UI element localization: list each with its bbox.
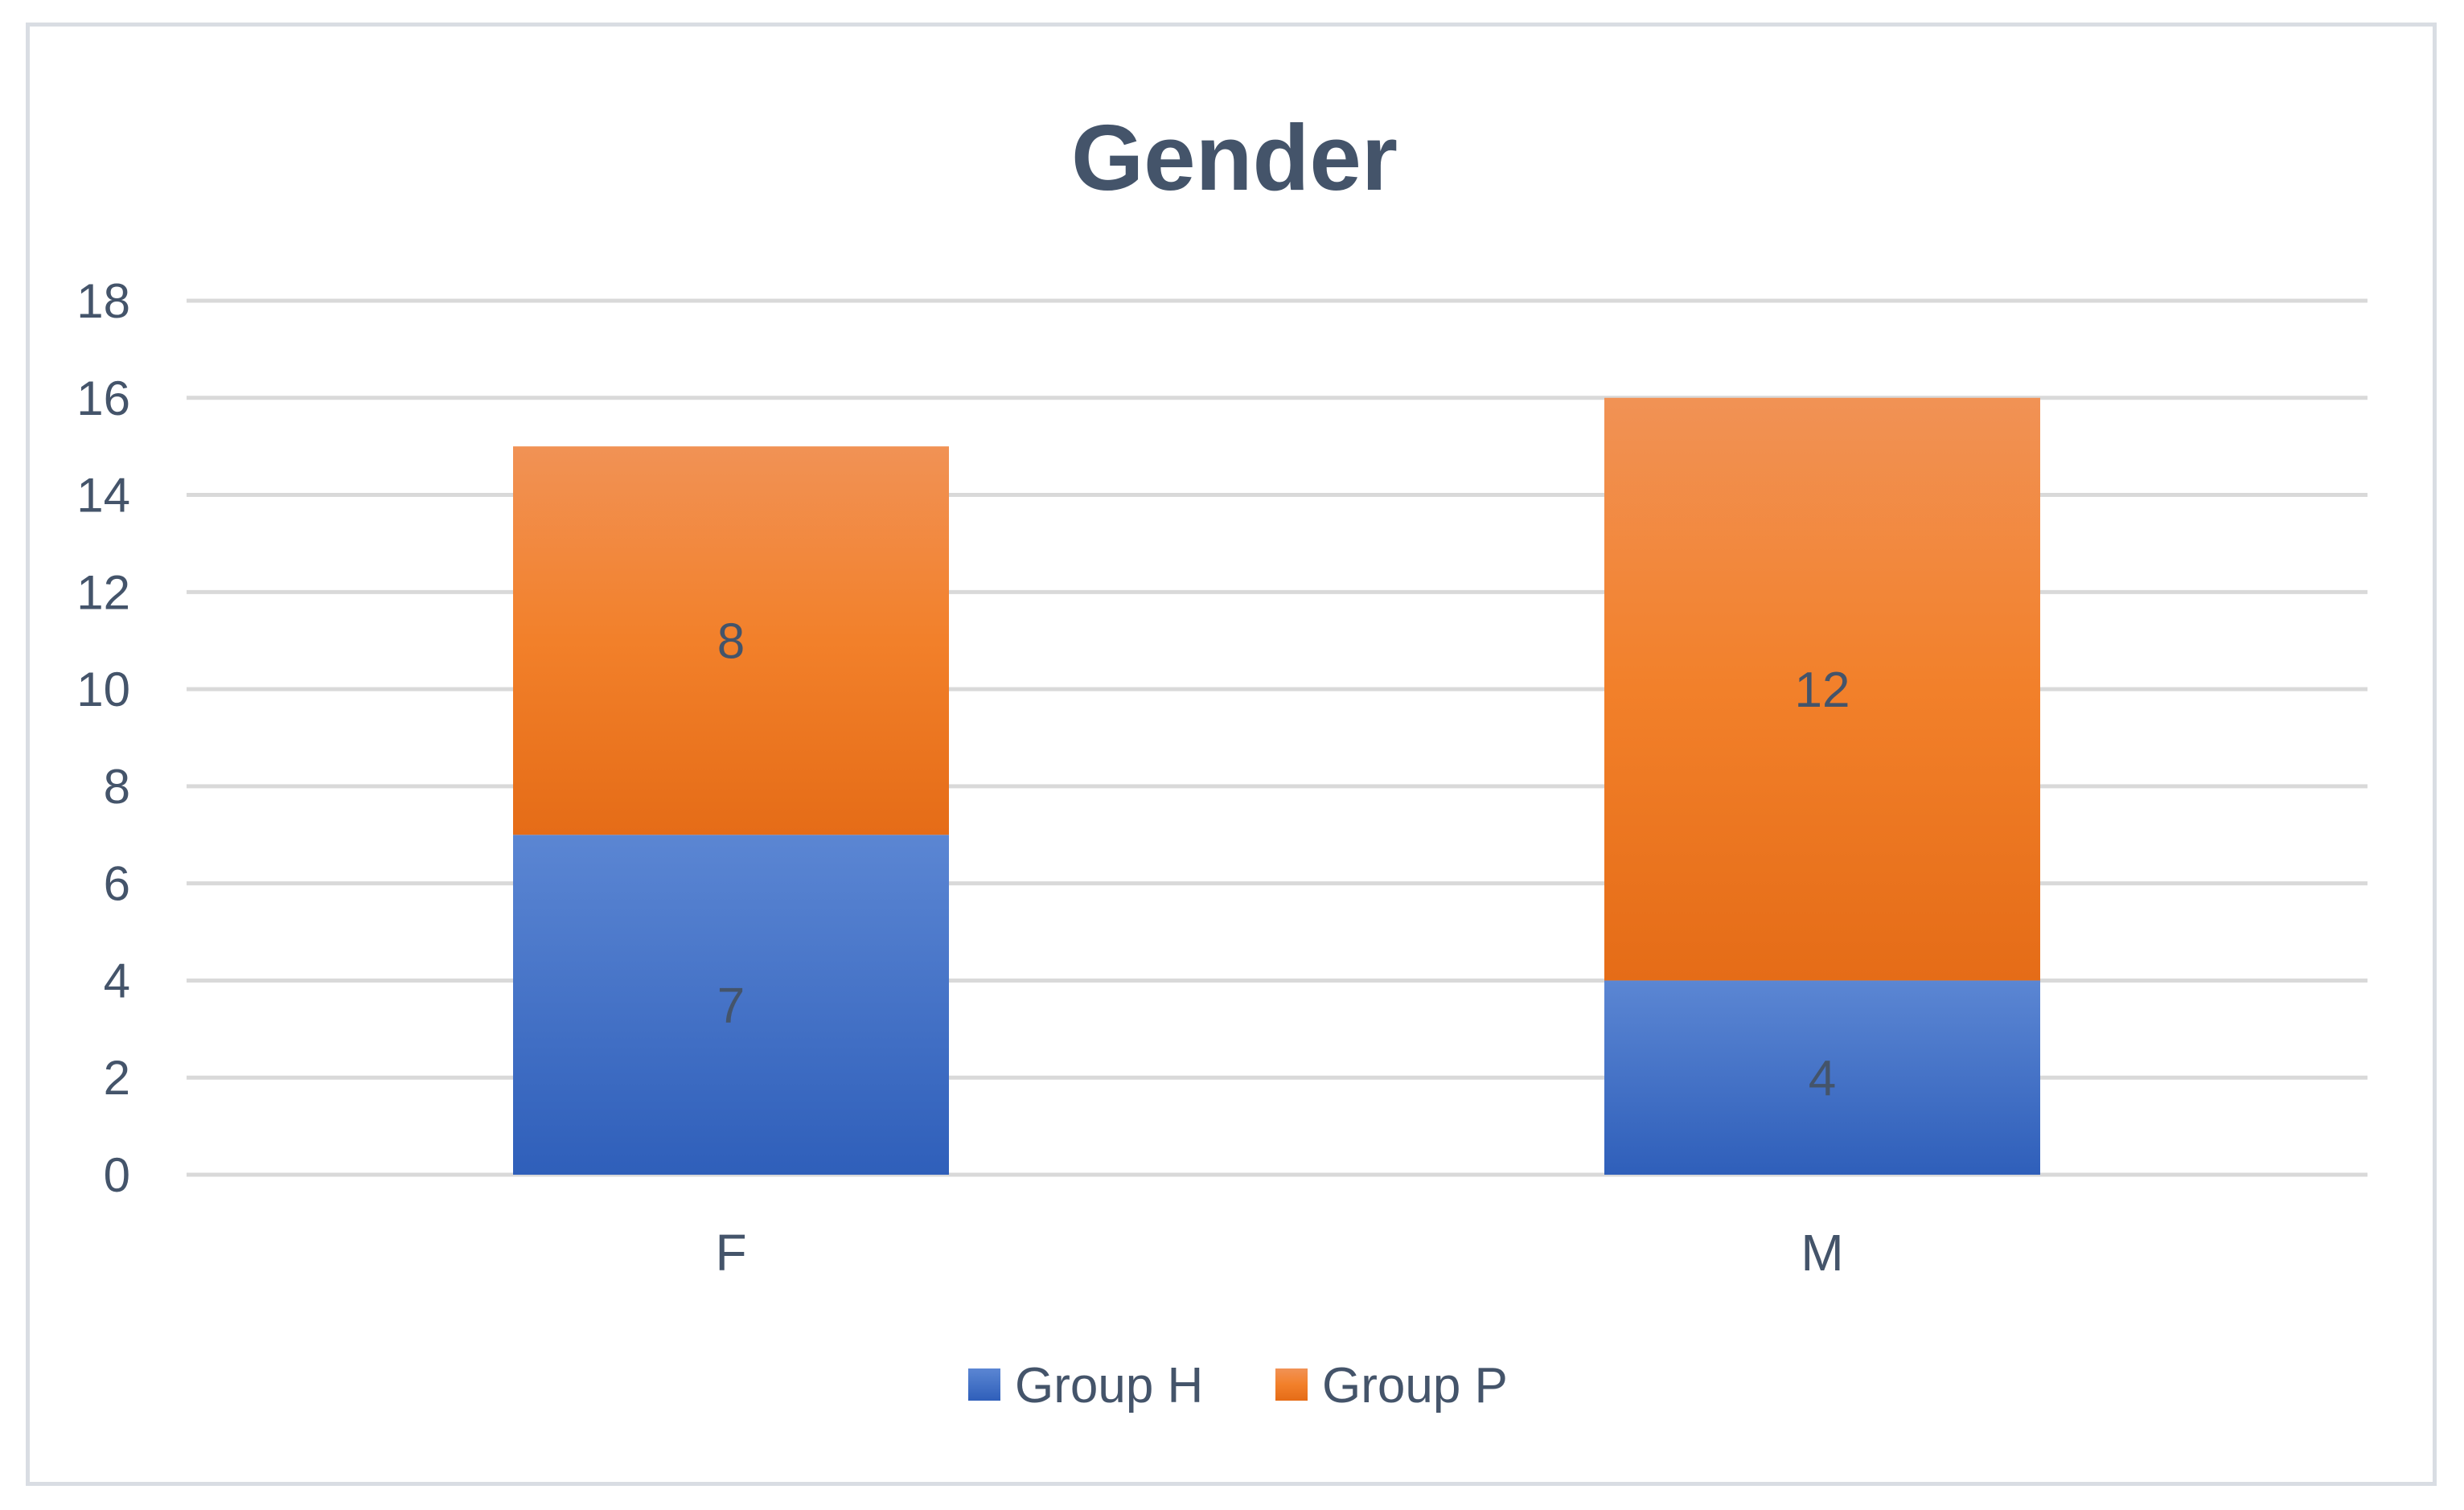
y-tick-label: 6 [104, 857, 130, 911]
data-label-group-p-f: 8 [717, 614, 745, 670]
y-tick-label: 4 [104, 954, 130, 1007]
bar-group-p-f [513, 446, 949, 835]
bars [513, 397, 2040, 1175]
data-label-group-p-m: 12 [1795, 663, 1850, 718]
y-tick-label: 18 [76, 274, 130, 328]
legend-swatch-group-h [968, 1368, 1000, 1401]
legend-swatch-group-p [1275, 1368, 1308, 1401]
y-tick-label: 12 [76, 565, 130, 619]
legend-label-group-p: Group P [1322, 1358, 1508, 1414]
data-label-group-h-m: 4 [1809, 1051, 1836, 1106]
bar-group-h-m [1604, 980, 2040, 1175]
legend: Group H Group P [968, 1358, 1508, 1414]
x-category-label: M [1801, 1224, 1843, 1282]
y-tick-label: 8 [104, 760, 130, 814]
bar-group-p-m [1604, 397, 2040, 981]
y-tick-label: 2 [104, 1051, 130, 1105]
bar-group-h-f [513, 835, 949, 1175]
x-category-label: F [715, 1224, 746, 1282]
legend-label-group-h: Group H [1015, 1358, 1203, 1414]
y-tick-label: 0 [104, 1148, 130, 1202]
y-tick-label: 14 [76, 469, 130, 523]
chart-title: Gender [1071, 105, 1398, 210]
data-labels: 7 8 4 12 [717, 614, 1850, 1106]
y-axis-ticks: 0 2 4 6 8 10 12 14 16 18 [76, 274, 130, 1202]
data-label-group-h-f: 7 [717, 979, 745, 1034]
y-tick-label: 10 [76, 663, 130, 716]
y-tick-label: 16 [76, 371, 130, 425]
